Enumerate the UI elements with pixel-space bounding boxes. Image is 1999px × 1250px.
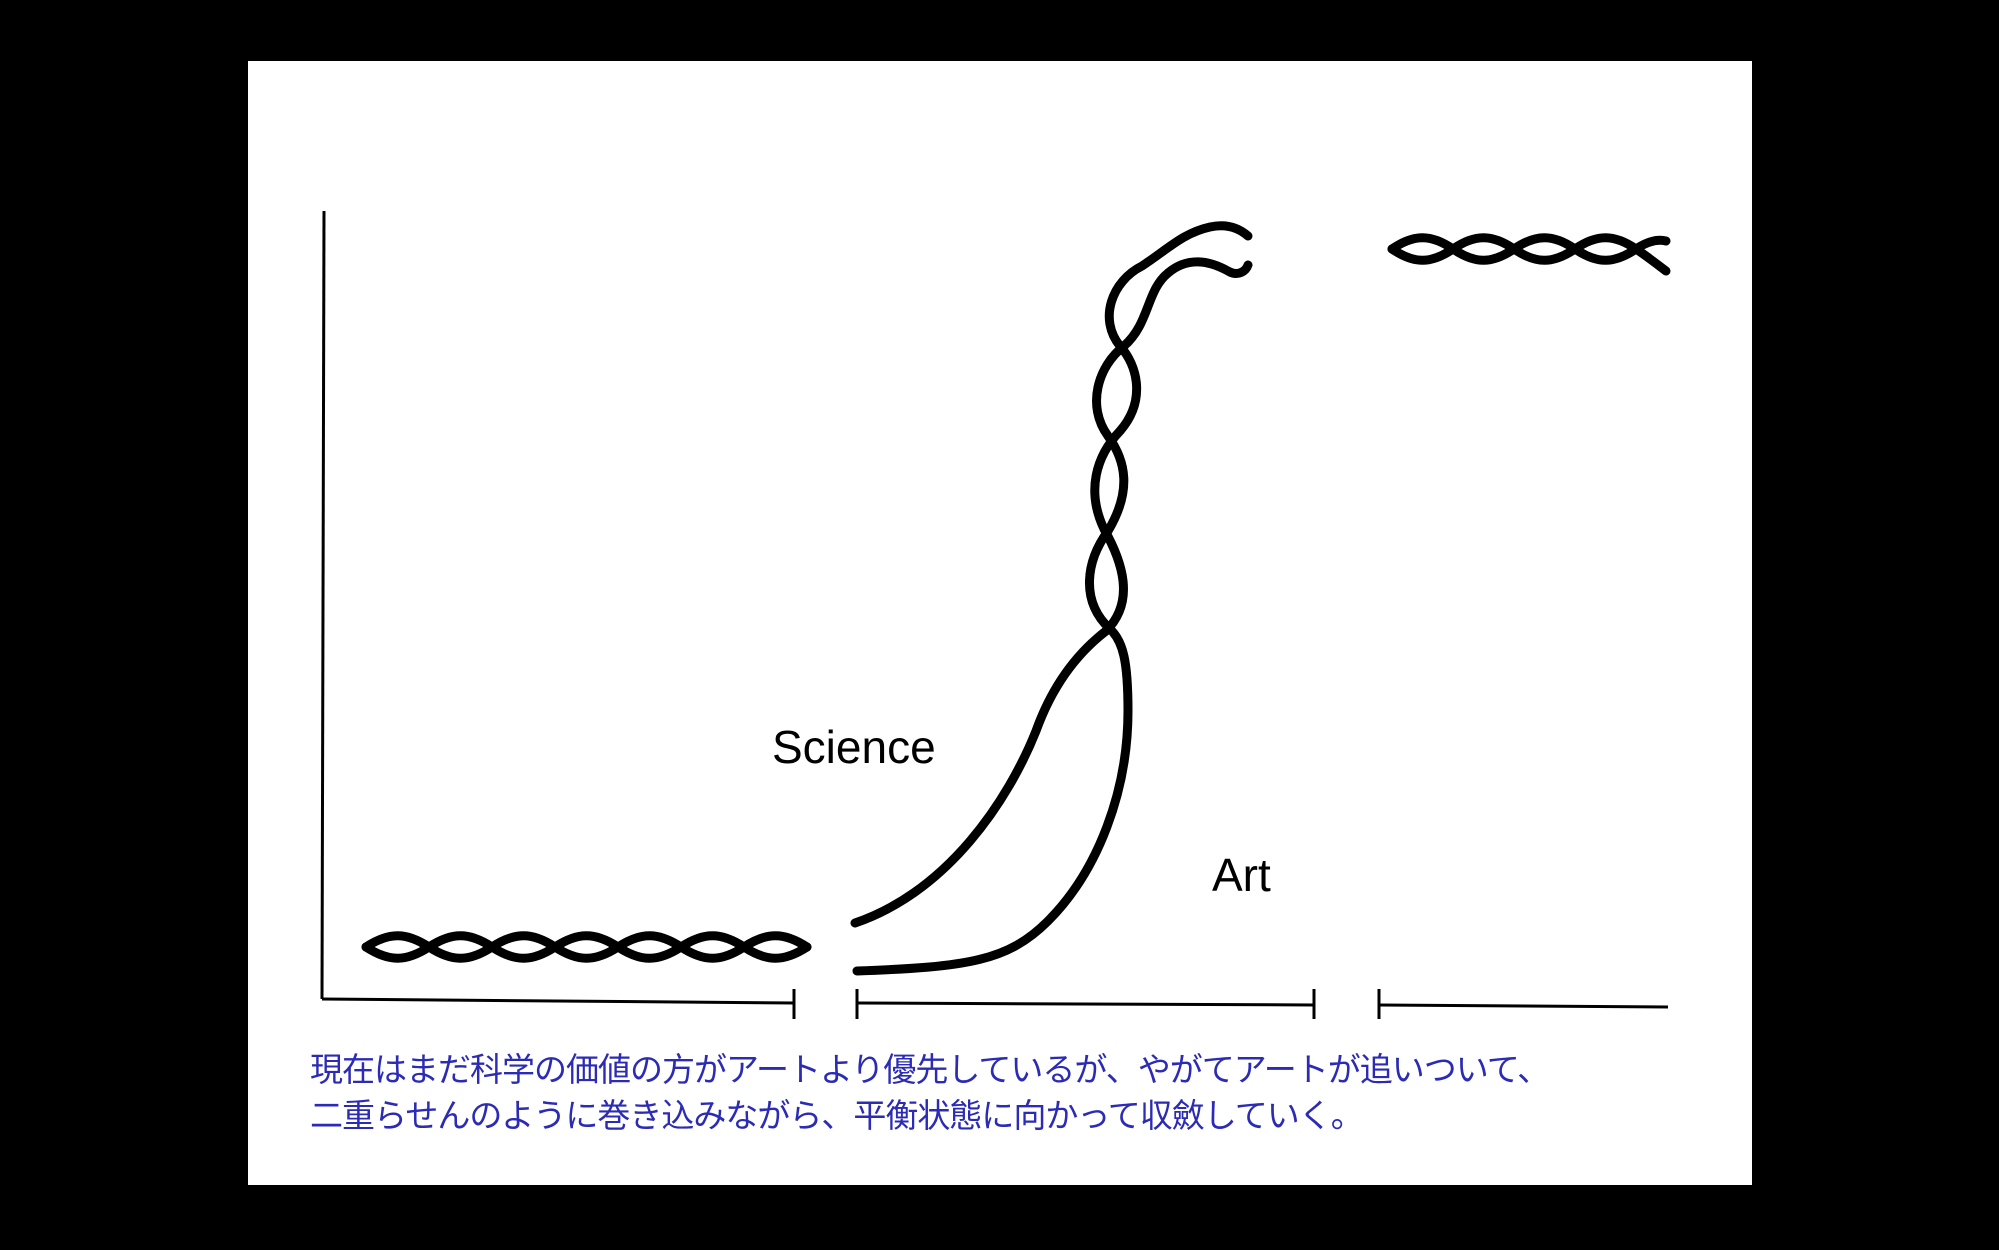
y-axis: [320, 210, 326, 1000]
left-braid-strand-a: [361, 931, 812, 963]
slide: Science Art 現在はまだ科学の価値の方がアートより優先しているが、やが…: [248, 61, 1752, 1185]
helix-diagram: [320, 210, 1671, 1019]
x-axis-segment-2: [856, 1001, 1315, 1007]
x-axis-segment-1: [321, 997, 795, 1005]
caption: 現在はまだ科学の価値の方がアートより優先しているが、やがてアートが追いついて、 …: [310, 1047, 1710, 1139]
caption-line-2: 二重らせんのように巻き込みながら、平衡状態に向かって収斂していく。: [310, 1096, 1364, 1135]
x-axis-segment-3: [1378, 1003, 1669, 1009]
left-braid-strand-b: [361, 931, 812, 963]
science-strand: [850, 221, 1253, 928]
art-strand: [852, 257, 1253, 976]
caption-line-1: 現在はまだ科学の価値の方がアートより優先しているが、やがてアートが追いついて、: [310, 1050, 1550, 1089]
science-label: Science: [772, 721, 936, 773]
art-label: Art: [1212, 849, 1271, 901]
right-braid-strand-b: [1387, 233, 1671, 276]
